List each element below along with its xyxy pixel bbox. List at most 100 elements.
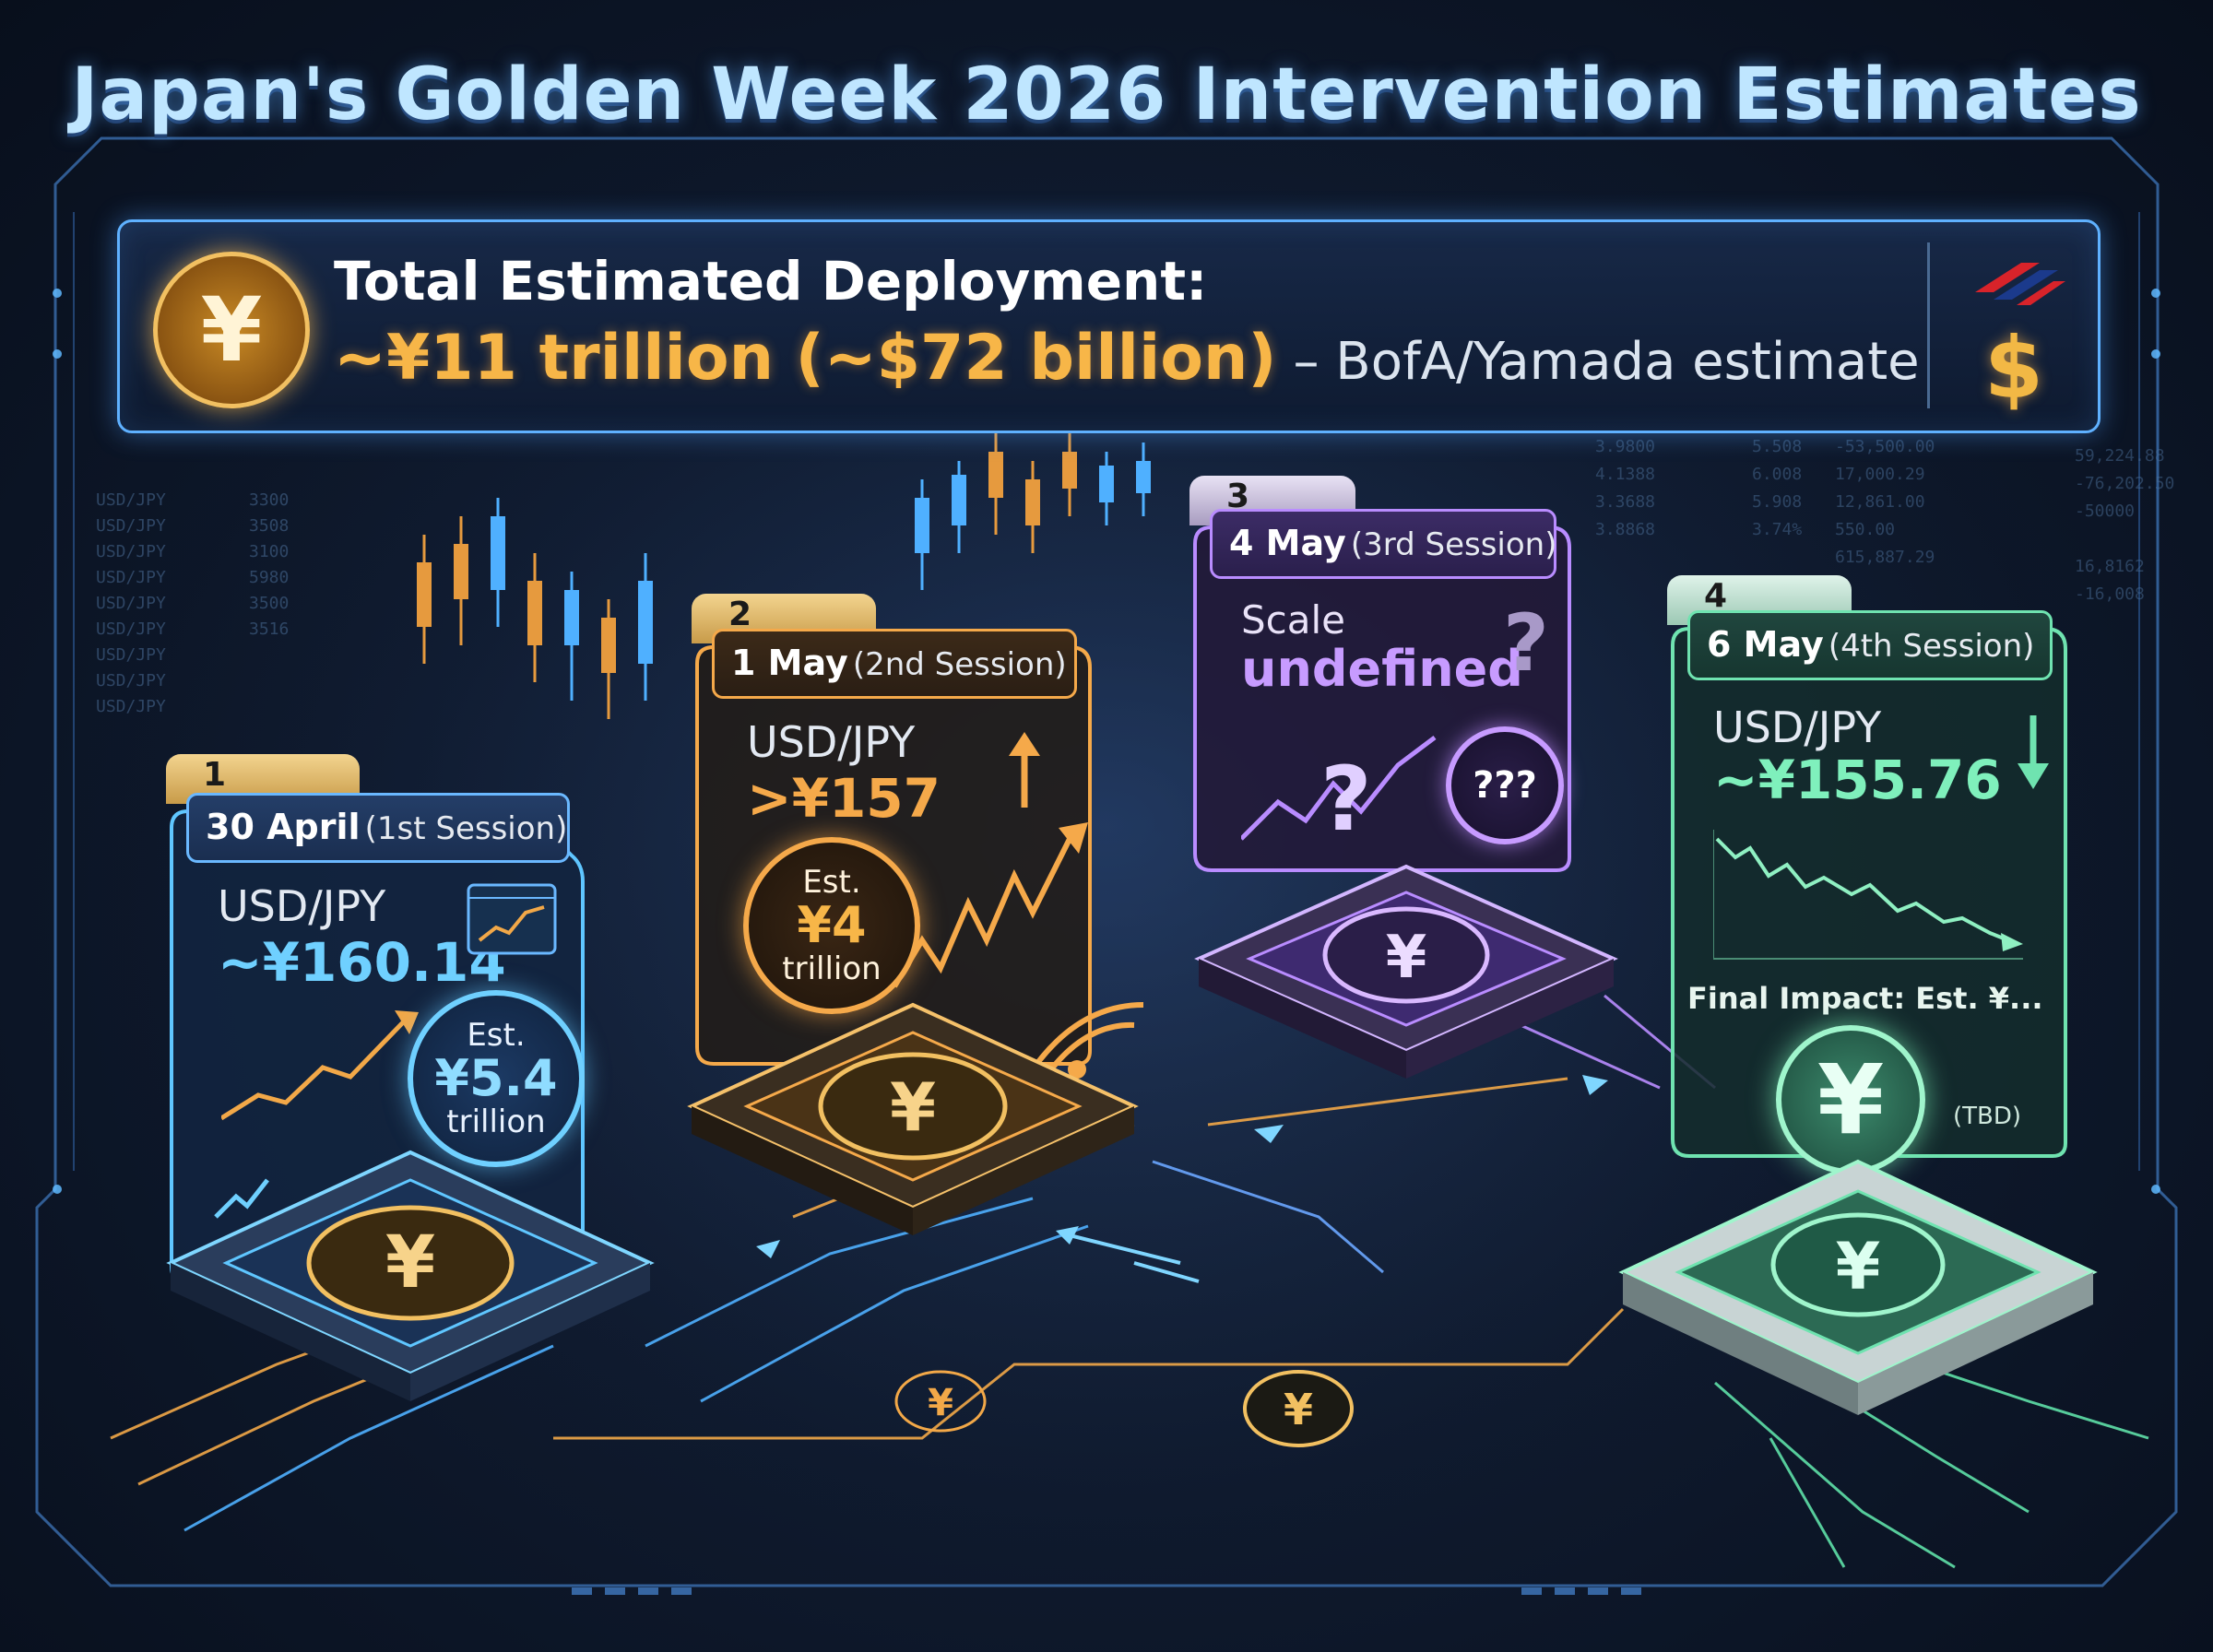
session-header: 30 April (1st Session) [186,793,570,863]
svg-text:USD/JPY: USD/JPY [96,594,166,613]
down-arrow-icon [2018,715,2049,789]
svg-text:USD/JPY: USD/JPY [96,568,166,587]
svg-text:USD/JPY: USD/JPY [96,697,166,716]
svg-text:-76,202.50: -76,202.50 [2075,474,2174,493]
banner-amount-line: ~¥11 trillion (~$72 billion) – BofA/Yamad… [334,322,1920,395]
session-card-4: 4 6 May (4th Session) USD/JPY ~¥155.76 F… [1667,575,2073,1162]
currency-pair: USD/JPY [747,717,916,767]
session-date: 1 May [731,643,848,683]
session-number: 4 [1704,577,1728,615]
session-date: 6 May [1707,624,1824,665]
svg-text:¥: ¥ [1284,1385,1313,1434]
svg-text:4.1388: 4.1388 [1595,465,1655,484]
total-amount: ~¥11 trillion (~$72 billion) [334,322,1277,395]
svg-text:3.9800: 3.9800 [1595,437,1655,456]
currency-pair: USD/JPY [1713,702,1882,752]
yen-coin-icon: ¥ [153,252,310,408]
svg-text:-53,500.00: -53,500.00 [1835,437,1935,456]
svg-text:615,887.29: 615,887.29 [1835,548,1935,567]
svg-text:550.00: 550.00 [1835,520,1895,539]
session-date: 30 April [206,807,361,847]
estimate-value: ¥5.4 [434,1049,558,1107]
signal-waves-icon [1030,1002,1144,1079]
session-label: (4th Session) [1828,628,2035,665]
svg-text:3.8868: 3.8868 [1595,520,1655,539]
card-frame [1671,627,2067,1158]
svg-text:3.3688: 3.3688 [1595,492,1655,512]
svg-text:3516: 3516 [249,620,289,639]
session-label: (3rd Session) [1350,526,1557,563]
mystery-ring: ??? [1446,726,1564,844]
question-mark-icon: ? [1503,597,1549,690]
svg-text:¥: ¥ [1386,924,1427,992]
svg-text:12,861.00: 12,861.00 [1835,492,1925,512]
svg-text:¥: ¥ [1836,1229,1881,1304]
exchange-rate: ~¥155.76 [1713,749,2002,811]
yen-platform-2: ¥ [687,1002,1139,1235]
estimate-ring: Est. ¥4 trillion [743,837,920,1014]
yen-platform-3: ¥ [1194,864,1618,1079]
session-header: 4 May (3rd Session) [1210,509,1556,579]
svg-text:3300: 3300 [249,490,289,510]
svg-text:5.908: 5.908 [1752,492,1802,512]
spike-chart-icon [894,822,1088,988]
exchange-rate: >¥157 [747,767,941,830]
up-arrow-icon [1009,732,1040,808]
session-card-1: 1 30 April (1st Session) USD/JPY ~¥160.1… [166,754,590,1289]
yen-platform-4: ¥ [1618,1159,2098,1415]
estimate-value: ¥4 [797,896,867,954]
chart-window-icon [467,883,557,955]
svg-text:¥: ¥ [890,1068,936,1146]
mystery-value: ??? [1473,764,1537,807]
svg-text:USD/JPY: USD/JPY [96,671,166,690]
downtrend-chart-icon [1713,830,2023,960]
estimate-ring: Est. ¥5.4 trillion [408,990,585,1167]
session-card-3: 3 4 May (3rd Session) Scale undefined ? … [1189,476,1577,876]
yen-platform-1: ¥ [166,1150,655,1401]
svg-text:USD/JPY: USD/JPY [96,542,166,561]
svg-text:17,000.29: 17,000.29 [1835,465,1925,484]
svg-text:USD/JPY: USD/JPY [96,645,166,665]
estimate-label: Est. [802,864,861,901]
total-deployment-banner: ¥ Total Estimated Deployment: ~¥11 trill… [117,219,2101,433]
session-label: (1st Session) [364,810,568,847]
yen-coin-green-icon: ¥ [1776,1025,1925,1174]
estimate-unit: trillion [446,1103,546,1140]
banner-divider [1927,242,1930,408]
session-label: (2nd Session) [852,646,1067,683]
svg-text:-16,008: -16,008 [2075,584,2145,604]
svg-text:3.74%: 3.74% [1752,520,1802,539]
dollar-icon: $ [1984,319,2044,418]
bank-logo-icon [1975,263,2065,305]
svg-text:¥: ¥ [928,1382,953,1424]
scale-value: undefined [1241,640,1523,698]
uncertain-chart-icon: ? [1241,736,1437,848]
uptrend-line-icon [221,1010,419,1121]
svg-text:3508: 3508 [249,516,289,536]
session-date: 4 May [1229,523,1346,563]
exchange-rate: ~¥160.14 [218,931,506,994]
page-title: Japan's Golden Week 2026 Intervention Es… [71,53,2142,136]
banner-heading: Total Estimated Deployment: [334,250,1208,313]
session-header: 6 May (4th Session) [1687,610,2053,680]
session-number: 2 [728,596,752,633]
estimate-unit: trillion [782,950,882,987]
estimate-label: Est. [467,1017,526,1054]
svg-text:USD/JPY: USD/JPY [96,516,166,536]
svg-text:5980: 5980 [249,568,289,587]
final-impact-label: Final Impact: Est. ¥... [1687,981,2043,1016]
svg-text:6.008: 6.008 [1752,465,1802,484]
svg-text:-50000: -50000 [2075,502,2135,521]
svg-text:USD/JPY: USD/JPY [96,620,166,639]
small-arrow-icon [214,1178,269,1219]
session-header: 1 May (2nd Session) [712,629,1077,699]
svg-text:5.508: 5.508 [1752,437,1802,456]
scale-label: Scale [1241,597,1345,643]
currency-pair: USD/JPY [218,881,386,931]
tbd-label: (TBD) [1953,1103,2022,1130]
session-card-2: 2 1 May (2nd Session) USD/JPY >¥157 Est.… [692,594,1097,1069]
svg-text:?: ? [1320,748,1372,848]
svg-text:3500: 3500 [249,594,289,613]
svg-text:59,224.88: 59,224.88 [2075,446,2165,466]
